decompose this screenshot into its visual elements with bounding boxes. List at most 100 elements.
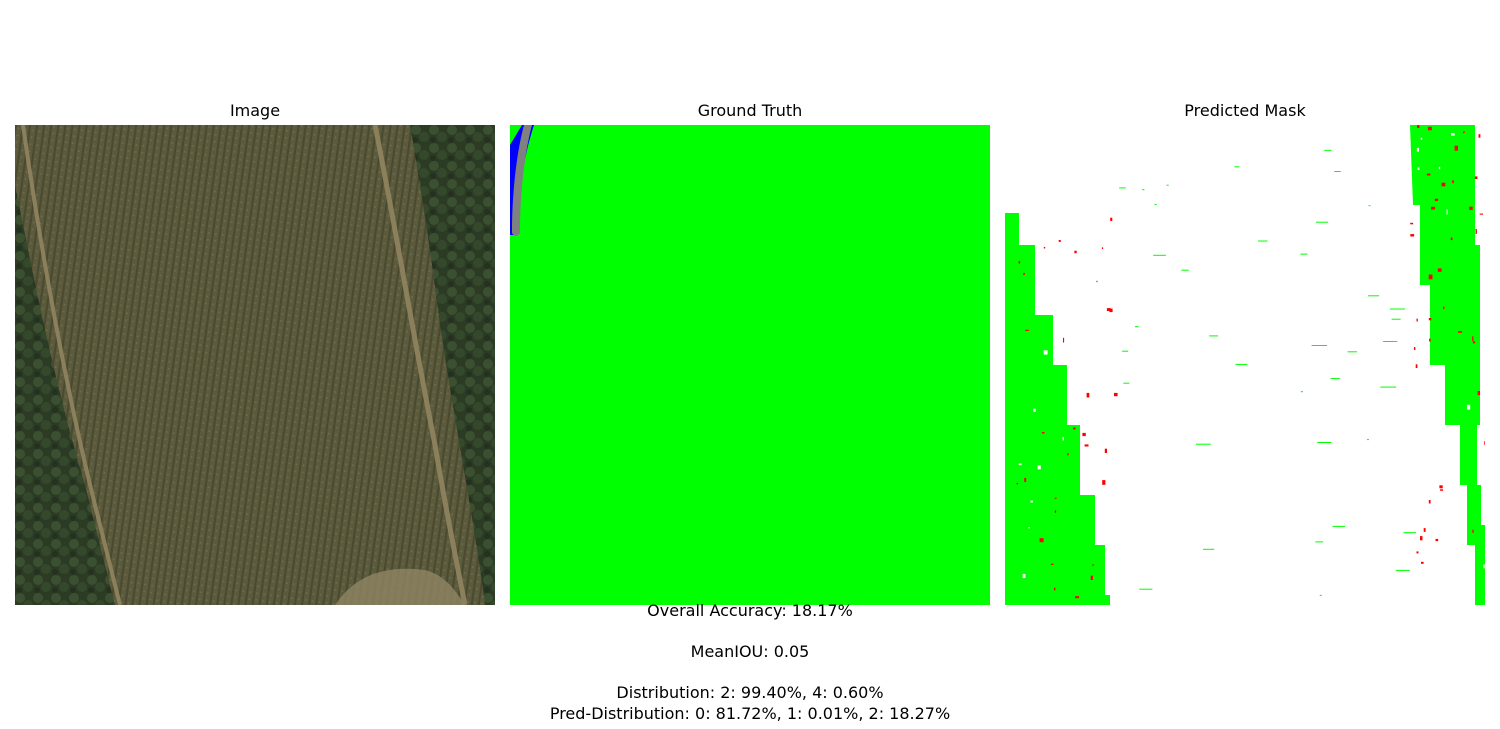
pred-speck bbox=[1332, 525, 1346, 527]
pred-right-class-2-region bbox=[1410, 125, 1485, 605]
ground-truth-panel bbox=[510, 125, 990, 605]
pred-speck bbox=[1423, 528, 1426, 532]
pred-speck bbox=[1033, 408, 1036, 412]
pred-speck bbox=[1044, 298, 1047, 303]
pred-speck bbox=[1084, 444, 1089, 447]
pred-speck bbox=[1334, 171, 1341, 172]
pred-speck bbox=[1410, 234, 1415, 237]
image-panel-title: Image bbox=[229, 101, 281, 120]
pred-speck bbox=[1063, 337, 1065, 343]
pred-speck bbox=[1101, 247, 1104, 249]
pred-speck bbox=[1134, 326, 1139, 328]
pred-speck bbox=[1316, 221, 1329, 223]
pred-speck bbox=[1062, 437, 1064, 441]
pred-speck bbox=[1069, 342, 1073, 345]
pred-speck bbox=[1347, 351, 1358, 353]
pred-speck bbox=[1234, 166, 1240, 168]
pred-speck bbox=[1024, 477, 1027, 483]
pred-speck bbox=[1166, 184, 1169, 186]
pred-speck bbox=[1067, 453, 1069, 456]
pred-speck bbox=[1410, 222, 1414, 225]
pred-speck bbox=[1018, 463, 1022, 466]
pred-speck bbox=[1016, 483, 1018, 485]
pred-speck bbox=[1437, 268, 1442, 272]
pred-speck bbox=[1142, 189, 1145, 191]
pale-patch bbox=[335, 568, 465, 605]
pred-speck bbox=[1054, 497, 1057, 499]
pred-speck bbox=[1043, 246, 1046, 249]
left-forest bbox=[15, 185, 115, 605]
pred-speck bbox=[1417, 167, 1420, 171]
pred-speck bbox=[1330, 378, 1340, 380]
pred-speck bbox=[1086, 392, 1090, 398]
pred-speck bbox=[1466, 560, 1470, 563]
pred-speck bbox=[1047, 286, 1051, 289]
pred-speck bbox=[1311, 345, 1328, 346]
pred-speck bbox=[1389, 308, 1406, 310]
pred-speck bbox=[1483, 564, 1485, 569]
pred-speck bbox=[1428, 274, 1433, 280]
pred-speck bbox=[1391, 318, 1401, 320]
aerial-image-panel bbox=[15, 125, 495, 605]
pred-speck bbox=[1088, 391, 1092, 394]
pred-speck bbox=[1458, 331, 1462, 333]
pred-speck bbox=[1085, 322, 1090, 326]
predicted-mask-panel-title: Predicted Mask bbox=[1184, 101, 1306, 120]
pred-speck bbox=[1446, 209, 1448, 215]
pred-speck bbox=[1366, 439, 1369, 441]
pred-speck bbox=[1479, 213, 1483, 215]
pred-speck bbox=[1480, 477, 1485, 479]
pred-speck bbox=[1420, 536, 1423, 541]
pred-speck bbox=[1443, 306, 1445, 309]
pred-speck bbox=[1440, 489, 1444, 491]
pred-speck bbox=[1071, 386, 1074, 390]
pred-speck bbox=[1075, 596, 1080, 599]
pred-speck bbox=[1380, 386, 1397, 388]
pred-speck bbox=[1258, 240, 1268, 242]
pred-speck bbox=[1058, 240, 1061, 242]
pred-speck bbox=[1484, 441, 1485, 445]
aerial-image bbox=[15, 125, 495, 605]
right-forest bbox=[410, 125, 495, 605]
pred-speck bbox=[1463, 131, 1465, 133]
gt-class-4-road bbox=[512, 125, 532, 236]
pred-speck bbox=[1154, 204, 1157, 205]
pred-speck bbox=[1082, 432, 1086, 437]
metrics-footer: Overall Accuracy: 18.17% MeanIOU: 0.05 D… bbox=[0, 600, 1500, 724]
pred-speck bbox=[1448, 552, 1452, 555]
pred-speck bbox=[1413, 347, 1416, 350]
pred-speck bbox=[1203, 548, 1215, 550]
pred-speck bbox=[1423, 353, 1427, 356]
pred-speck bbox=[1235, 363, 1248, 365]
pred-speck bbox=[1324, 149, 1332, 151]
pred-speck bbox=[1415, 364, 1418, 368]
pred-speck bbox=[1434, 198, 1439, 202]
pred-speck bbox=[1054, 510, 1057, 513]
pred-speck bbox=[1427, 126, 1432, 131]
pred-speck bbox=[1069, 266, 1073, 272]
pred-speck bbox=[1123, 382, 1130, 384]
predicted-mask-panel bbox=[1005, 125, 1485, 605]
pred-speck bbox=[1428, 318, 1432, 321]
pred-speck bbox=[1454, 145, 1458, 151]
pred-speck bbox=[1028, 527, 1030, 529]
pred-speck bbox=[1039, 538, 1044, 543]
pred-speck bbox=[1315, 541, 1324, 543]
mean-iou: MeanIOU: 0.05 bbox=[690, 642, 810, 661]
pred-speck bbox=[1102, 480, 1106, 485]
pred-speck bbox=[1472, 529, 1474, 533]
pred-speck bbox=[1477, 391, 1481, 396]
pred-speck bbox=[1090, 575, 1093, 580]
pred-speck bbox=[1119, 187, 1126, 189]
pred-speck bbox=[1469, 206, 1473, 210]
pred-speck bbox=[1025, 329, 1030, 331]
pred-speck bbox=[1139, 588, 1153, 590]
pred-speck bbox=[1022, 573, 1026, 579]
pred-speck bbox=[1317, 442, 1332, 443]
pred-speck bbox=[1114, 392, 1118, 397]
pred-speck bbox=[1300, 391, 1303, 393]
predicted-mask bbox=[1005, 125, 1485, 605]
pred-speck bbox=[1037, 465, 1041, 470]
pred-noise-specks bbox=[1016, 125, 1485, 599]
pred-speck bbox=[1101, 444, 1104, 447]
